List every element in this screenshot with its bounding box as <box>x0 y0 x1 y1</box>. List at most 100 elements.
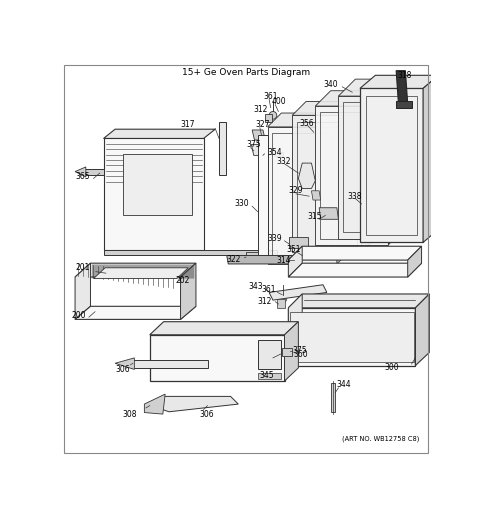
Polygon shape <box>265 114 272 121</box>
Polygon shape <box>277 298 285 308</box>
Text: 315: 315 <box>308 212 322 222</box>
Polygon shape <box>104 129 215 138</box>
Polygon shape <box>180 263 196 319</box>
Text: 327: 327 <box>255 120 270 129</box>
Polygon shape <box>246 252 258 262</box>
Polygon shape <box>104 250 277 255</box>
Text: 361: 361 <box>262 285 276 294</box>
Polygon shape <box>415 79 432 239</box>
Polygon shape <box>258 373 281 379</box>
Text: 312: 312 <box>254 104 268 114</box>
Polygon shape <box>75 306 196 319</box>
Circle shape <box>263 349 275 362</box>
Polygon shape <box>360 89 423 242</box>
Polygon shape <box>275 152 283 156</box>
Text: 400: 400 <box>271 97 286 106</box>
Text: 306: 306 <box>200 410 215 419</box>
Polygon shape <box>267 113 351 127</box>
Polygon shape <box>150 335 285 381</box>
Text: 312: 312 <box>258 297 272 306</box>
Polygon shape <box>288 263 421 277</box>
Polygon shape <box>338 79 432 96</box>
Text: 201: 201 <box>75 263 89 272</box>
Text: 15+ Ge Oven Parts Diagram: 15+ Ge Oven Parts Diagram <box>182 68 310 77</box>
Text: 354: 354 <box>267 148 282 157</box>
Polygon shape <box>75 263 196 277</box>
Circle shape <box>253 146 261 154</box>
Text: 330: 330 <box>234 199 249 208</box>
Polygon shape <box>408 246 421 277</box>
Polygon shape <box>154 396 238 412</box>
Polygon shape <box>319 208 338 219</box>
Polygon shape <box>423 75 439 242</box>
Polygon shape <box>282 348 292 355</box>
Polygon shape <box>131 360 207 368</box>
Text: 306: 306 <box>115 365 130 374</box>
Text: 365: 365 <box>75 173 90 181</box>
Polygon shape <box>258 135 267 262</box>
Text: 318: 318 <box>398 71 412 80</box>
Polygon shape <box>75 263 90 319</box>
Polygon shape <box>315 91 404 106</box>
Polygon shape <box>288 246 421 260</box>
Polygon shape <box>144 394 165 414</box>
Text: 317: 317 <box>180 120 195 129</box>
Text: 375: 375 <box>292 346 307 355</box>
Polygon shape <box>360 75 439 89</box>
Polygon shape <box>396 101 411 108</box>
Polygon shape <box>337 113 351 264</box>
Text: 343: 343 <box>248 282 263 291</box>
Polygon shape <box>227 255 294 264</box>
Text: 345: 345 <box>260 371 275 380</box>
Text: 344: 344 <box>337 380 351 389</box>
Text: 360: 360 <box>294 350 308 358</box>
Polygon shape <box>252 144 264 155</box>
Polygon shape <box>269 285 327 300</box>
Polygon shape <box>267 127 337 264</box>
Text: 314: 314 <box>277 255 291 265</box>
Polygon shape <box>288 308 415 366</box>
Polygon shape <box>219 121 226 176</box>
Text: 375: 375 <box>246 140 261 149</box>
Polygon shape <box>288 294 429 308</box>
Text: 322: 322 <box>227 255 241 264</box>
Polygon shape <box>288 246 302 277</box>
Text: 351: 351 <box>287 245 301 254</box>
Polygon shape <box>289 237 308 248</box>
Polygon shape <box>361 101 375 252</box>
Polygon shape <box>75 167 86 177</box>
Text: 361: 361 <box>263 92 277 100</box>
Polygon shape <box>315 106 388 245</box>
Circle shape <box>269 112 277 119</box>
Text: 202: 202 <box>175 276 190 285</box>
Text: 300: 300 <box>384 362 399 372</box>
Polygon shape <box>94 268 188 279</box>
Polygon shape <box>285 322 299 381</box>
Polygon shape <box>115 358 134 370</box>
Text: 200: 200 <box>72 311 86 320</box>
Polygon shape <box>292 115 361 252</box>
Polygon shape <box>83 169 104 176</box>
Text: 308: 308 <box>123 410 137 419</box>
Polygon shape <box>252 130 265 140</box>
Text: (ART NO. WB12758 C8): (ART NO. WB12758 C8) <box>342 436 420 442</box>
Polygon shape <box>150 322 299 335</box>
Polygon shape <box>290 312 414 362</box>
Polygon shape <box>415 294 429 366</box>
Polygon shape <box>258 340 281 370</box>
Text: 356: 356 <box>300 119 314 127</box>
Text: 338: 338 <box>348 191 362 201</box>
Polygon shape <box>288 294 302 366</box>
Circle shape <box>266 352 272 359</box>
Polygon shape <box>299 163 315 188</box>
Polygon shape <box>312 191 321 200</box>
Text: 332: 332 <box>277 157 291 166</box>
Polygon shape <box>292 101 375 115</box>
Polygon shape <box>123 154 192 216</box>
Polygon shape <box>331 383 336 412</box>
Circle shape <box>279 295 287 303</box>
Text: 329: 329 <box>288 186 303 195</box>
Polygon shape <box>338 96 415 239</box>
Text: 340: 340 <box>323 80 337 89</box>
Polygon shape <box>388 91 404 245</box>
